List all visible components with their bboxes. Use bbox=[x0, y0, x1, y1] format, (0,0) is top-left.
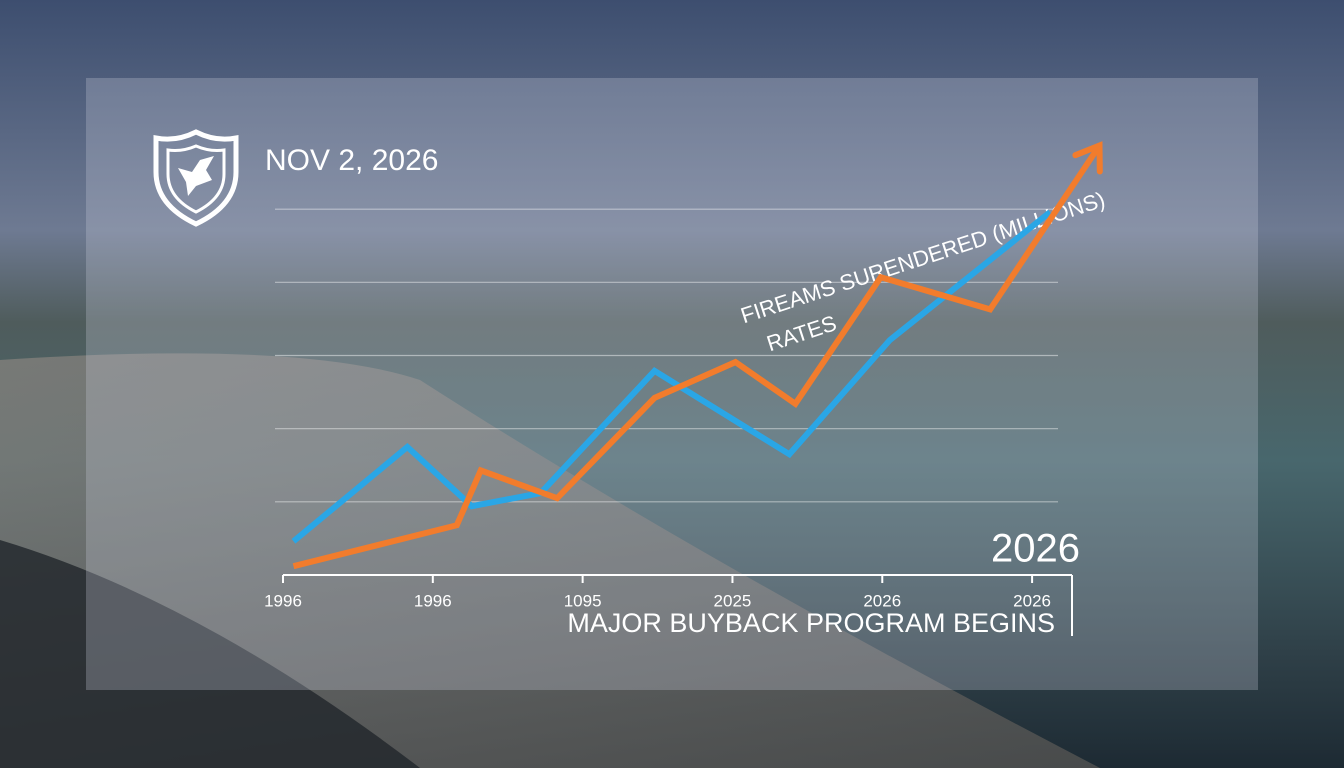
x-tick-label: 1996 bbox=[264, 591, 302, 610]
x-tick-label: 2026 bbox=[1013, 591, 1051, 610]
data-line bbox=[291, 209, 1052, 544]
footnote: MAJOR BUYBACK PROGRAM BEGINS bbox=[567, 608, 1055, 638]
x-tick-label: 1095 bbox=[564, 591, 602, 610]
beach bbox=[0, 353, 1100, 768]
cliff bbox=[0, 540, 420, 768]
x-tick-label: 2025 bbox=[714, 591, 752, 610]
arrow-head bbox=[1072, 141, 1103, 175]
x-tick-label: 2026 bbox=[863, 591, 901, 610]
logo bbox=[153, 129, 239, 227]
data-line bbox=[292, 143, 1103, 570]
date: NOV 2, 2026 bbox=[265, 144, 438, 177]
x-tick-label: 1996 bbox=[414, 591, 452, 610]
highlight-year: 2026 bbox=[991, 527, 1080, 571]
